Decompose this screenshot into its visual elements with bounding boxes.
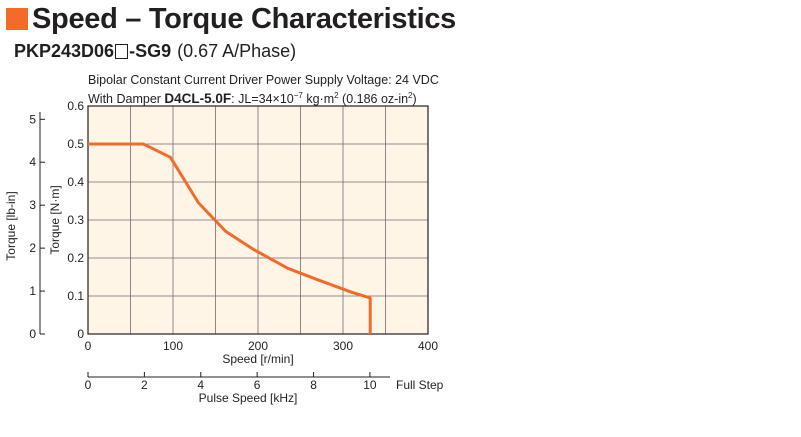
x-tick-label: 200: [248, 339, 268, 353]
secondary-x-tick-label: 0: [85, 378, 92, 392]
x-axis-label: Speed [r/min]: [222, 352, 293, 366]
inertia-value: : JL=34×10: [231, 92, 294, 107]
y-tick-label: 0.1: [67, 289, 84, 303]
inertia-oz: (0.186 oz-in: [338, 92, 409, 107]
secondary-y-tick-label: 2: [29, 241, 36, 255]
damper-conditions: With Damper D4CL-5.0F: JL=34×10−7 kg·m2 …: [88, 91, 417, 106]
y-tick-label: 0: [77, 327, 84, 341]
damper-prefix: With Damper: [88, 92, 165, 107]
x-tick-label: 300: [333, 339, 353, 353]
secondary-y-tick-label: 4: [29, 155, 36, 169]
inertia-end: ): [412, 92, 417, 107]
model-suffix: -SG9: [129, 41, 172, 61]
y-tick-label: 0.6: [67, 99, 84, 113]
model-prefix: PKP243D06: [14, 41, 115, 61]
secondary-y-tick-label: 1: [29, 284, 36, 298]
secondary-y-tick-label: 3: [29, 198, 36, 212]
y-tick-label: 0.2: [67, 251, 84, 265]
inertia-units-exponent: 2: [334, 91, 339, 100]
inertia-units: kg·m: [302, 92, 335, 107]
secondary-x-axis-label: Pulse Speed [kHz]: [199, 391, 298, 405]
inertia-oz-exponent: 2: [408, 91, 413, 100]
secondary-x-tick-label: 8: [310, 378, 317, 392]
secondary-x-tick-label: 2: [141, 378, 148, 392]
y-axis-label: Torque [N·m]: [48, 185, 62, 254]
y-tick-label: 0.5: [67, 137, 84, 151]
model-subtitle: PKP243D06 -SG9 (0.67 A/Phase): [14, 41, 296, 62]
plot-frame: [87, 105, 429, 335]
x-tick-label: 0: [85, 339, 92, 353]
secondary-x-tick-label: 4: [197, 378, 204, 392]
y-tick-label: 0.3: [67, 213, 84, 227]
secondary-y-axis-label: Torque [lb-in]: [4, 191, 18, 260]
secondary-y-tick-label: 0: [29, 327, 36, 341]
damper-model: D4CL-5.0F: [164, 91, 232, 107]
x-tick-label: 400: [418, 339, 438, 353]
model-placeholder-box-icon: [115, 44, 129, 59]
secondary-x-tick-label: 10: [363, 378, 377, 392]
title-marker-icon: [6, 8, 28, 30]
secondary-y-tick-label: 5: [29, 112, 36, 126]
torque-curve-line: [88, 142, 372, 334]
y-tick-label: 0.4: [67, 175, 84, 189]
phase-current: (0.67 A/Phase): [177, 41, 297, 61]
x-tick-label: 100: [163, 339, 183, 353]
title-bar: Speed – Torque Characteristics: [6, 2, 456, 36]
secondary-x-tick-label: 6: [254, 378, 261, 392]
inertia-exponent: −7: [293, 91, 303, 100]
step-mode-label: Full Step: [396, 378, 444, 392]
driver-conditions: Bipolar Constant Current Driver Power Su…: [88, 73, 439, 87]
page-title: Speed – Torque Characteristics: [32, 2, 457, 35]
